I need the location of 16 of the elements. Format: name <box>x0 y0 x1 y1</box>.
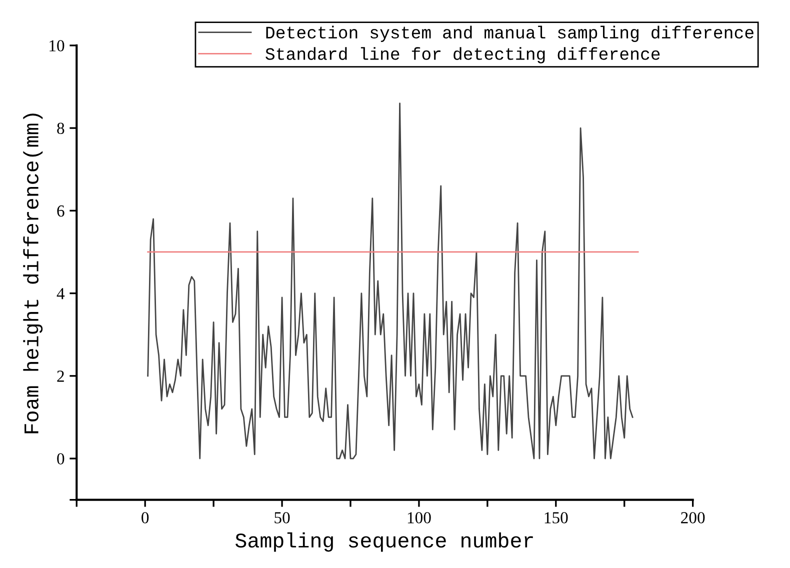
x-tick-label: 150 <box>544 512 568 524</box>
x-axis-title: Sampling sequence number <box>235 532 533 552</box>
y-tick-label: 4 <box>56 288 65 300</box>
x-tick-label: 0 <box>142 512 149 524</box>
x-tick-label: 100 <box>408 512 431 524</box>
y-tick-label: 10 <box>50 40 64 52</box>
legend-label: Standard line for detecting difference <box>266 47 660 64</box>
y-tick-label: 2 <box>57 370 64 382</box>
y-tick-label: 0 <box>57 453 64 464</box>
legend-label: Detection system and manual sampling difference <box>266 26 754 42</box>
x-tick-label: 50 <box>274 512 290 524</box>
y-tick-label: 8 <box>57 122 64 134</box>
y-axis-title: Foam height difference(mm) <box>23 114 43 434</box>
x-tick-label: 200 <box>681 512 705 524</box>
y-tick-label: 6 <box>57 205 64 217</box>
line-series <box>147 102 634 460</box>
